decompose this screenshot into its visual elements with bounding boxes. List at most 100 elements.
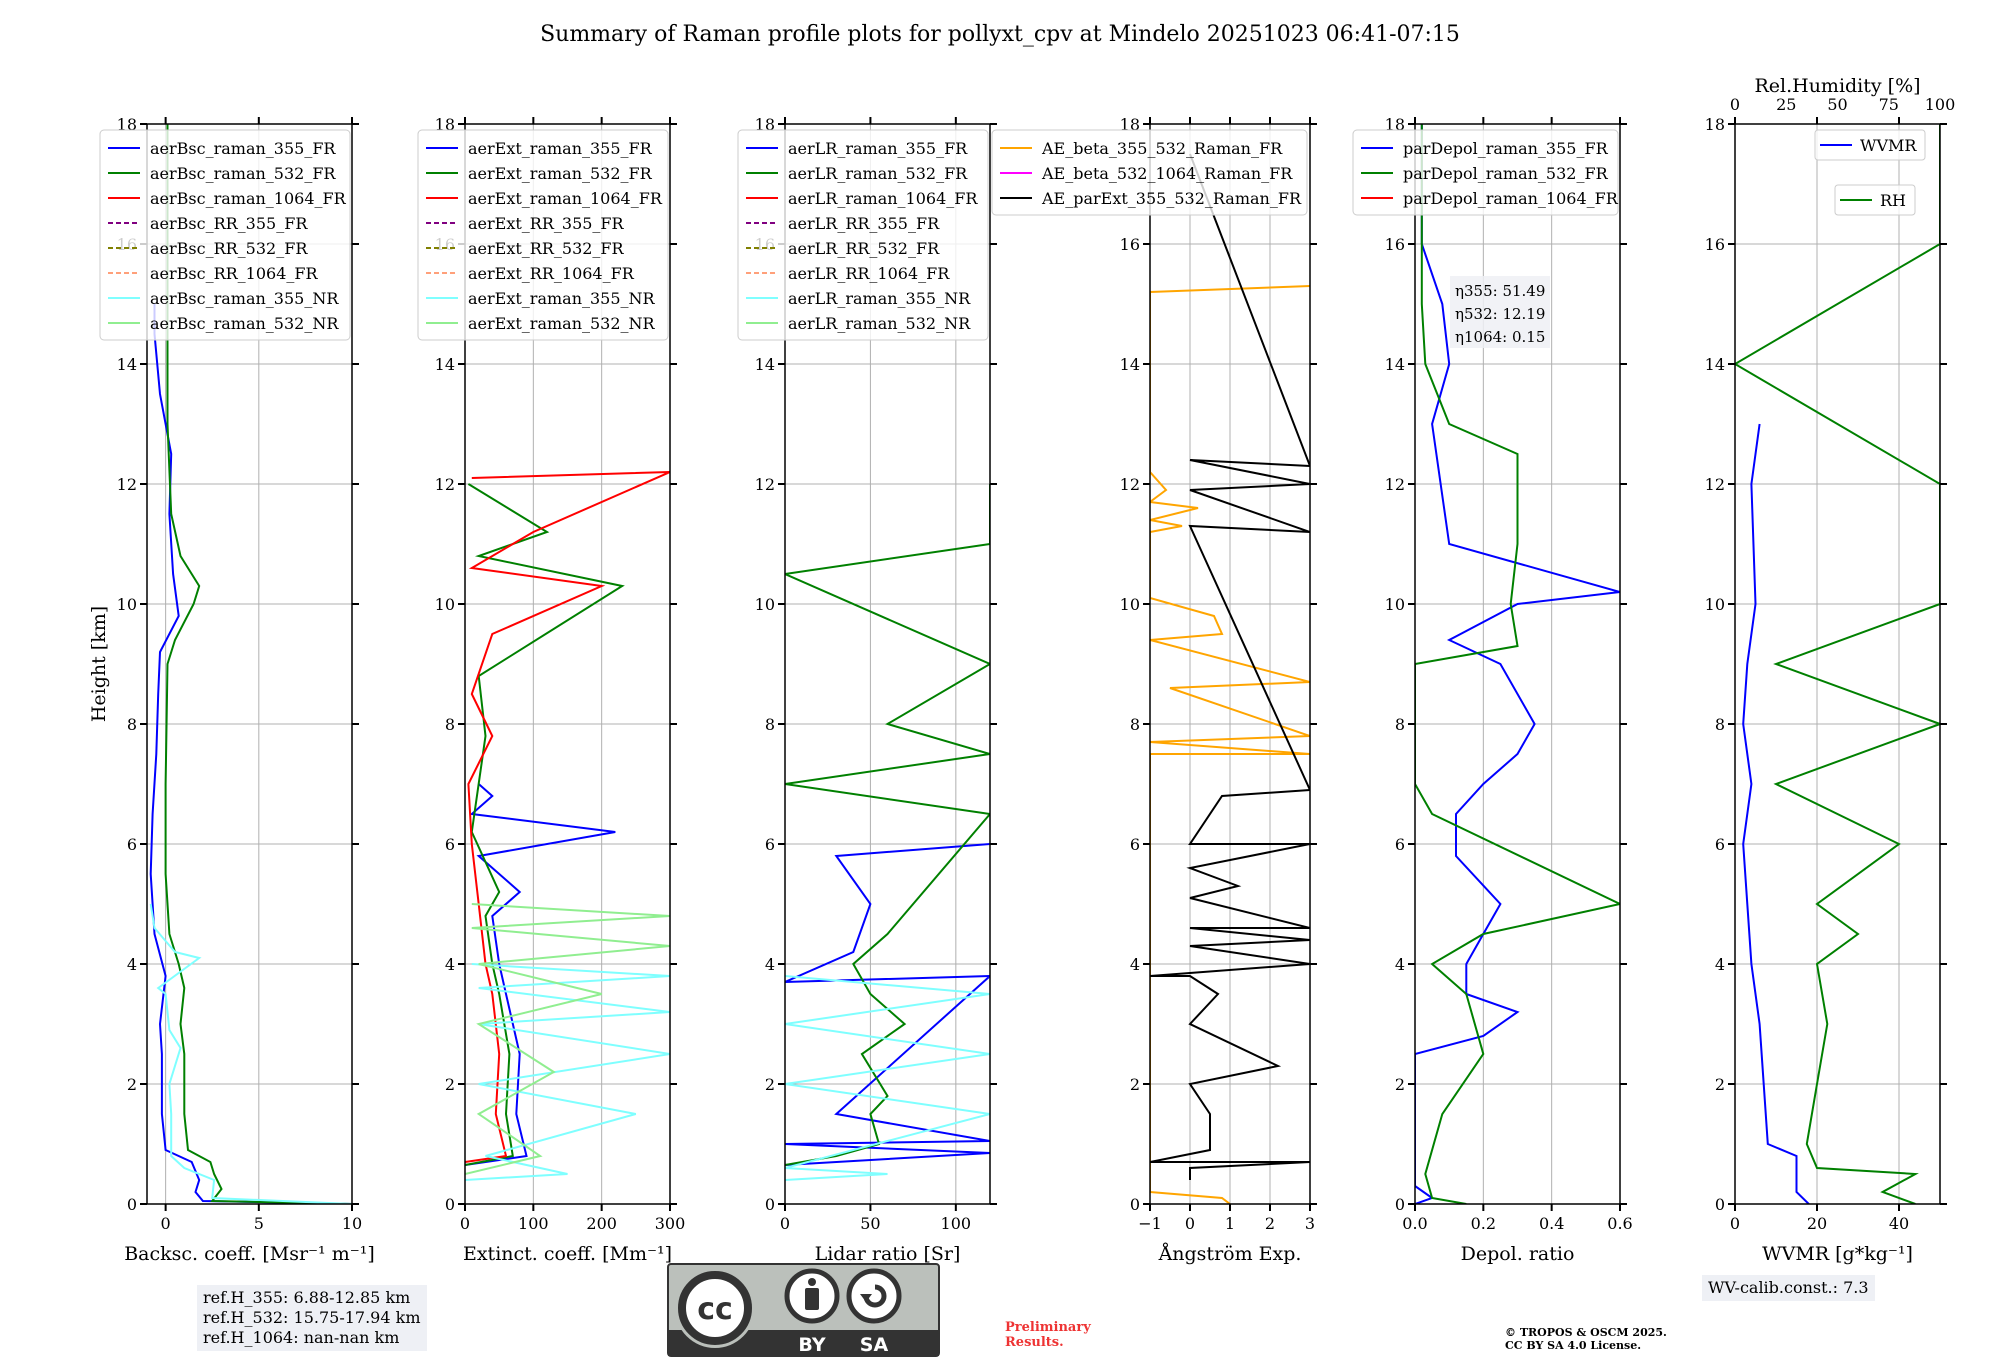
legend-entry: RH [1834,184,1916,216]
legend-label: aerExt_RR_532_FR [468,239,625,258]
ref-height-355: ref.H_355: 6.88-12.85 km [203,1288,411,1307]
x-tick-label: 0.4 [1539,1214,1564,1233]
y-tick-label: 18 [1120,115,1140,134]
x-tick-label: 10 [342,1214,362,1233]
legend-label: aerLR_raman_355_NR [788,289,971,308]
license-sa-label: SA [860,1334,889,1356]
legend: parDepol_raman_355_FR parDepol_raman_532_… [1352,129,1619,216]
panel-wvmr_rh: 0 2 4 6 8 10 12 14 16 18 0 20 40 WVMR [g*kg⁻¹] 0 25 50 75… [1705,75,1956,1265]
y-tick-label: 4 [765,955,775,974]
cc-icon: cc [675,1268,755,1348]
y-tick-label: 8 [765,715,775,734]
y-tick-label: 0 [765,1195,775,1214]
series-line-parDepol_raman_532_FR [1415,124,1620,1204]
legend-box [991,129,1308,216]
annotation-line: η1064: 0.15 [1455,328,1545,346]
x-tick-label: 0.2 [1471,1214,1496,1233]
x-axis-label: Backsc. coeff. [Msr⁻¹ m⁻¹] [124,1243,375,1265]
y-tick-label: 18 [1705,115,1725,134]
y-tick-label: 10 [1120,595,1140,614]
y-axis-label: Height [km] [88,606,110,722]
legend-label: AE_parExt_355_532_Raman_FR [1041,189,1302,208]
legend: aerExt_raman_355_FR aerExt_raman_532_FRae… [417,129,669,341]
x-tick-label: 3 [1305,1214,1315,1233]
y-tick-label: 12 [1705,475,1725,494]
x-axis-label: Depol. ratio [1461,1243,1575,1265]
y-tick-label: 6 [127,835,137,854]
series-line-aerExt_raman_532_FR [465,483,625,1166]
x2-tick-label: 100 [1925,95,1956,114]
legend-box [737,129,989,341]
axes-frame [1414,123,1621,1205]
depol-eta-annotation: η355: 51.49 η532: 12.19 η1064: 0.15 [1450,276,1550,348]
y-tick-label: 10 [755,595,775,614]
x-axis-label: Lidar ratio [Sr] [815,1243,961,1265]
legend-label: aerBsc_raman_532_FR [150,164,336,183]
panel-backscatter: 0246810121416180510Backsc. coeff. [Msr⁻¹… [88,115,375,1265]
x-tick-label: 0 [1730,1214,1740,1233]
y-tick-label: 6 [1395,835,1405,854]
x-tick-label: 2 [1265,1214,1275,1233]
legend-label: aerBsc_raman_355_FR [150,139,336,158]
series-line-aerExt_raman_1064_FR [465,471,670,1163]
x-axis-label: Ångström Exp. [1158,1243,1302,1265]
legend-label: aerLR_raman_355_FR [788,139,968,158]
legend-label: AE_beta_355_532_Raman_FR [1041,139,1283,158]
x-tick-label: 1 [1225,1214,1235,1233]
series-line-aerExt_raman_355_FR [465,783,616,1166]
y-tick-label: 12 [117,475,137,494]
x-tick-label: 0 [1185,1214,1195,1233]
y-tick-label: 10 [1705,595,1725,614]
y-tick-label: 10 [435,595,455,614]
legend-label: aerExt_RR_355_FR [468,214,625,233]
y-tick-label: 4 [1715,955,1725,974]
license-badge: cc BY SA [667,1263,940,1357]
y-tick-label: 0 [1715,1195,1725,1214]
y-tick-label: 16 [1705,235,1725,254]
x-tick-label: 0 [161,1214,171,1233]
y-tick-label: 18 [755,115,775,134]
series-line-aerExt_raman_355_NR [465,963,670,1181]
annotation-line: η355: 51.49 [1455,282,1545,300]
x-tick-label: 20 [1807,1214,1827,1233]
annotation-box [1450,276,1550,348]
legend: aerLR_raman_355_FR aerLR_raman_532_FR aerL… [737,129,989,341]
legend-label: aerLR_RR_1064_FR [788,264,950,283]
legend-label: aerLR_RR_532_FR [788,239,940,258]
legend-label: aerBsc_RR_355_FR [150,214,308,233]
y-tick-label: 8 [445,715,455,734]
legend-label: aerExt_raman_1064_FR [468,189,663,208]
panel-lidar_ratio: 024681012141618050100Lidar ratio [Sr]aer… [737,115,997,1265]
x-tick-label: 50 [860,1214,880,1233]
series-line-aerExt_raman_532_NR [465,903,670,1175]
y-tick-label: 14 [1705,355,1725,374]
legend-label: aerLR_raman_532_NR [788,314,971,333]
legend-label: aerBsc_RR_1064_FR [150,264,319,283]
ref-height-1064: ref.H_1064: nan-nan km [203,1328,400,1347]
y-tick-label: 2 [445,1075,455,1094]
axes-frame [784,123,991,1205]
y-tick-label: 14 [755,355,775,374]
y-tick-label: 12 [1385,475,1405,494]
legend-label: aerBsc_raman_1064_FR [150,189,347,208]
y-tick-label: 2 [127,1075,137,1094]
y-tick-label: 2 [1715,1075,1725,1094]
y-tick-label: 14 [1385,355,1405,374]
y-tick-label: 2 [1130,1075,1140,1094]
legend-box [1814,129,1926,161]
series-line-aerLR_raman_355_NR [785,975,990,1181]
x2-tick-label: 75 [1879,95,1899,114]
x2-tick-label: 50 [1827,95,1847,114]
y-tick-label: 12 [755,475,775,494]
legend-box [1834,184,1916,216]
series-line-WVMR [1742,423,1810,1204]
legend-label: aerExt_raman_532_NR [468,314,656,333]
legend-label: WVMR [1860,136,1917,155]
legend-label: aerBsc_RR_532_FR [150,239,308,258]
series-line-aerBsc_raman_532_FR [164,124,352,1204]
preliminary-line-1: Preliminary [1005,1320,1091,1335]
legend-label: parDepol_raman_355_FR [1403,139,1609,158]
annotation-line: η532: 12.19 [1455,305,1545,323]
legend: AE_beta_355_532_Raman_FR AE_beta_532_1064… [991,129,1308,216]
